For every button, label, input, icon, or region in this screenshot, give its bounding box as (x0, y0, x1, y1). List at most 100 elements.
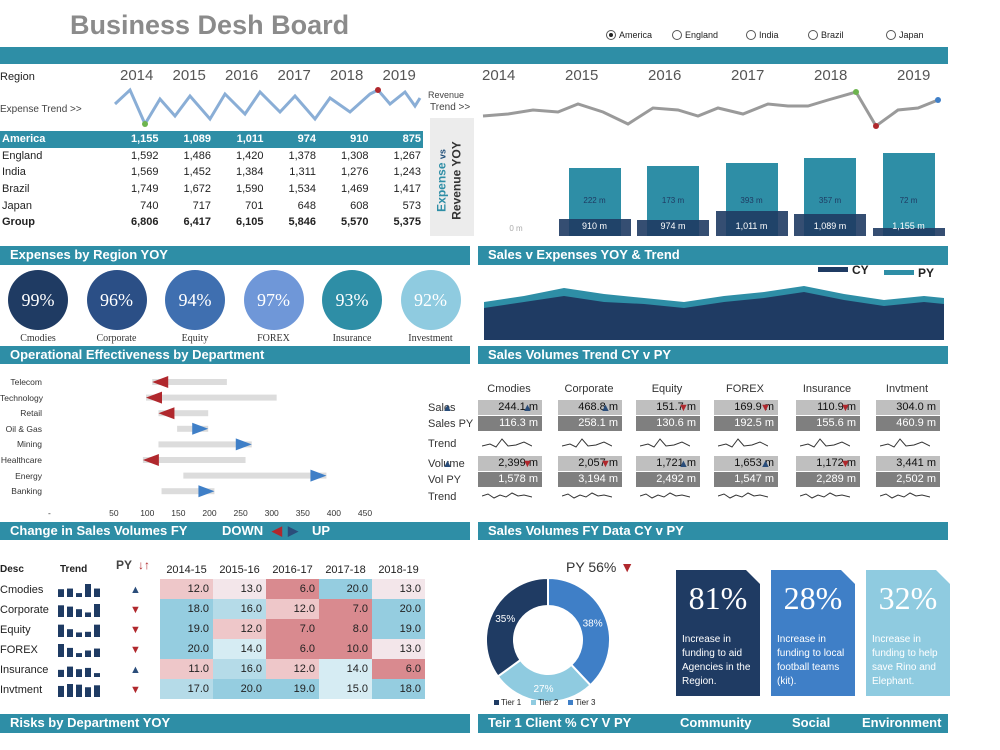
region-radio-brazil[interactable]: Brazil (808, 30, 844, 40)
expense-vs-revenue-label-box: Expense vs Revenue YOY (430, 118, 474, 236)
change-cell: 19.0 (160, 619, 213, 639)
region-value: 974 (265, 131, 318, 148)
revenue-value-label: 910 m (581, 221, 607, 231)
change-cell: 16.0 (213, 659, 266, 679)
change-trend-minibar (58, 644, 64, 657)
sort-icon[interactable]: ↓↑ (138, 558, 150, 572)
expense-bar (794, 214, 866, 236)
change-heatmap-table: 2014-15 2015-16 2016-17 2017-18 2018-19 12.0 1… (160, 561, 425, 699)
change-trend-minibar (76, 669, 82, 677)
region-value: 1,378 (288, 149, 316, 162)
sales-py-value: 258.1 m (558, 416, 622, 431)
change-year-header: 2017-18 (325, 564, 366, 576)
card-corner-fold (746, 570, 760, 584)
change-trend-minibars (58, 584, 100, 597)
region-value: 910 (318, 131, 371, 148)
region-row-japan[interactable]: Japan 740 717 701 648 608 573 (0, 197, 423, 214)
circle-label: Corporate (96, 333, 137, 344)
sales-expenses-header: Sales v Expenses YOY & Trend (478, 246, 948, 265)
region-name: America (0, 131, 108, 148)
region-value: 875 (370, 131, 423, 148)
change-trend-minibar (76, 632, 82, 637)
change-row-label: Cmodies (0, 584, 44, 596)
expense-bar (637, 220, 709, 236)
tier1-title: Teir 1 Client % CY V PY (488, 715, 632, 730)
volume-trend-sparkline (562, 492, 612, 499)
axis-tick: 200 (202, 508, 217, 518)
change-cell: 11.0 (160, 659, 213, 679)
up-triangle-icon: ▲ (130, 584, 141, 596)
region-radio-india[interactable]: India (746, 30, 779, 40)
region-value: 1,592 (130, 149, 159, 162)
sparkline-path (640, 492, 690, 499)
region-radio-england[interactable]: England (672, 30, 718, 40)
department-label: Telecom (10, 377, 42, 387)
region-value: 1,276 (340, 166, 369, 179)
region-row-india[interactable]: India 1,569 1,452 1,384 1,311 1,276 1,243 (0, 164, 423, 181)
change-cell: 13.0 (213, 579, 266, 599)
revenue-trend-high-marker (853, 89, 859, 95)
circle-label: FOREX (257, 333, 290, 344)
department-arrow-icon (158, 407, 175, 420)
region-row-england[interactable]: England 1,592 1,486 1,420 1,378 1,308 1,267 (0, 148, 423, 165)
expense-label: Expense (434, 162, 449, 212)
change-trend-minibar (94, 685, 100, 697)
change-row-label: Insurance (0, 664, 49, 676)
radio-dot-icon (808, 30, 818, 40)
donut-slice-label: 38% (583, 618, 603, 629)
region-year: 2018 (330, 67, 364, 84)
change-row: 20.0 14.0 6.0 10.0 13.0 (160, 639, 425, 659)
region-row-america[interactable]: America 1,155 1,089 1,011 974 910 875 (0, 131, 423, 148)
volume-column-header: Equity (651, 383, 683, 395)
radio-label: Brazil (821, 30, 844, 40)
volume-trend-sparkline (800, 492, 850, 499)
up-triangle-icon: ▲ (678, 458, 689, 470)
region-value: 701 (245, 199, 264, 212)
change-row: 11.0 16.0 12.0 14.0 6.0 (160, 659, 425, 679)
environment-label: Environment (862, 715, 942, 730)
radio-label: India (759, 30, 779, 40)
sparkline-path (880, 492, 930, 499)
volume-py-value: 1,547 m (714, 472, 778, 487)
department-label: Energy (15, 470, 42, 481)
change-trend-minibars (58, 604, 100, 617)
change-trend-minibar (85, 612, 91, 617)
change-year-header: 2016-17 (272, 564, 313, 576)
expense-trend-sparkline (113, 87, 422, 128)
region-value: 1,311 (289, 166, 316, 179)
change-row: 19.0 12.0 7.0 8.0 19.0 (160, 619, 425, 639)
region-value: 1,569 (130, 166, 159, 179)
change-row-label: FOREX (0, 644, 38, 656)
department-arrow-icon (152, 376, 169, 388)
expense-bar (558, 219, 631, 236)
axis-tick: 50 (109, 508, 119, 518)
change-trend-minibar (85, 650, 91, 657)
radio-label: America (619, 30, 653, 40)
up-triangle-icon: ▲ (130, 664, 141, 676)
region-value: 1,534 (288, 183, 316, 196)
department-arrow-icon (235, 438, 252, 451)
change-trend-minibar (85, 667, 91, 677)
region-row-brazil[interactable]: Brazil 1,749 1,672 1,590 1,534 1,469 1,417 (0, 181, 423, 198)
region-value: 1,243 (393, 166, 421, 179)
revenue-yoy-label: Revenue YOY (449, 141, 464, 220)
region-value: 573 (402, 199, 421, 212)
sales-expenses-area-chart (484, 286, 944, 340)
region-radio-japan[interactable]: Japan (886, 30, 924, 40)
sales-cy-value: 244.1 m (478, 400, 542, 415)
region-radio-america[interactable]: America (606, 30, 652, 40)
down-triangle-icon: ▼ (840, 458, 851, 470)
sales-cy-value: 169.9 m (714, 400, 778, 415)
volume-column-header: Insurance (802, 383, 852, 395)
change-cell: 13.0 (372, 579, 425, 599)
change-year-header: 2018-19 (378, 564, 419, 576)
volume-row-label: Volume (428, 458, 465, 470)
region-value: 1,420 (235, 149, 264, 162)
change-trend-minibar (76, 593, 82, 597)
change-cell: 7.0 (319, 599, 372, 619)
sales-trend-sparkline (562, 438, 612, 448)
axis-tick: 300 (264, 508, 279, 518)
volume-trend-sparkline (880, 492, 930, 499)
funding-card-percent: 32% (878, 580, 938, 616)
volume-py-value: 2,502 m (876, 472, 940, 487)
